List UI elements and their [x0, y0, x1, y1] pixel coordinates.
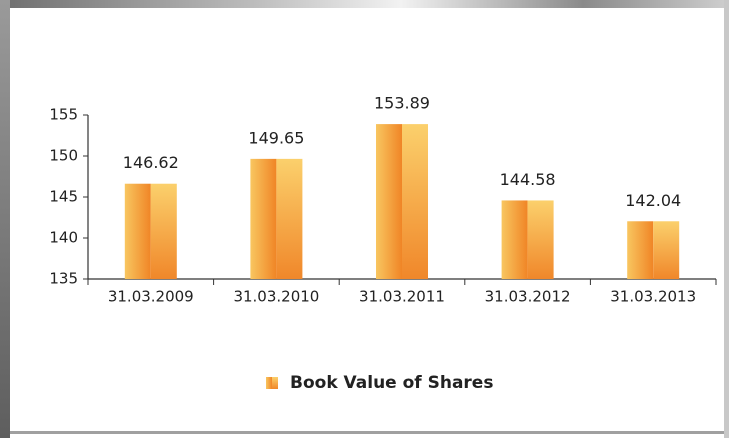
x-tick-label: 31.03.2011 — [359, 288, 445, 306]
y-tick-label: 135 — [49, 270, 78, 288]
bar-part — [527, 200, 554, 279]
bar — [501, 200, 554, 279]
x-tick-label: 31.03.2012 — [485, 288, 571, 306]
bar-part — [653, 221, 680, 279]
y-tick-label: 150 — [49, 147, 78, 165]
bar-part — [402, 124, 428, 280]
data-label: 153.89 — [374, 94, 430, 113]
bar-part — [627, 221, 654, 279]
frame-bottom — [10, 431, 724, 434]
x-tick-label: 31.03.2013 — [610, 288, 696, 306]
legend-label: Book Value of Shares — [290, 373, 493, 393]
bar-part — [124, 183, 151, 279]
bar-part — [250, 158, 277, 279]
bar-part — [501, 200, 528, 279]
legend-swatch-left — [266, 377, 272, 389]
y-tick-label: 145 — [49, 188, 78, 206]
bar-part — [150, 183, 177, 279]
bar-part — [276, 158, 303, 279]
bar — [627, 221, 680, 279]
x-tick-label: 31.03.2010 — [233, 288, 319, 306]
legend-swatch-right — [272, 377, 278, 389]
data-label: 144.58 — [500, 170, 556, 189]
y-tick-label: 155 — [49, 106, 78, 124]
data-label: 146.62 — [123, 153, 179, 172]
bar — [124, 183, 177, 279]
frame-left — [0, 0, 10, 438]
x-tick-label: 31.03.2009 — [108, 288, 194, 306]
frame-top — [0, 0, 729, 8]
data-label: 149.65 — [248, 128, 304, 147]
frame-right — [724, 0, 729, 438]
bar-part — [376, 124, 402, 280]
y-tick-label: 140 — [49, 229, 78, 247]
data-label: 142.04 — [625, 191, 681, 210]
bar — [376, 124, 428, 280]
bar — [250, 158, 303, 279]
